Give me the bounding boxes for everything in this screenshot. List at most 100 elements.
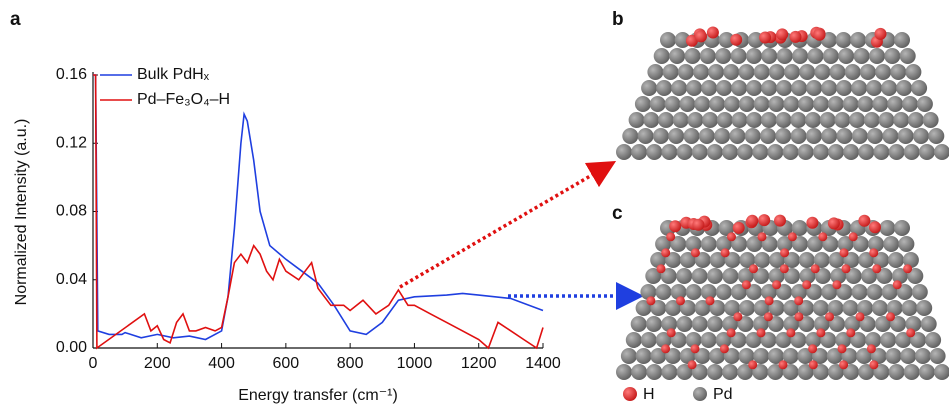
pd-atom [844, 64, 861, 80]
pd-atom [655, 332, 672, 348]
pd-atom [731, 236, 748, 252]
h-atom [669, 220, 682, 233]
pd-atom [722, 316, 739, 332]
h-atom [687, 360, 697, 370]
legend-swatch [623, 387, 637, 401]
h-atom [892, 280, 902, 290]
pd-atom [905, 316, 922, 332]
pd-atom [903, 364, 920, 380]
pd-atom [687, 112, 704, 128]
h-atom [872, 264, 882, 274]
pd-atom [650, 252, 667, 268]
pd-atom [826, 348, 843, 364]
pd-atom [858, 252, 875, 268]
pd-atom [707, 268, 723, 284]
pd-atom [798, 300, 814, 316]
pd-atom [791, 80, 808, 96]
pd-atom [625, 332, 642, 348]
pd-atom [649, 96, 666, 112]
pd-atom [875, 64, 892, 80]
pd-atom [616, 364, 632, 380]
h-atom [846, 328, 856, 338]
pd-atom [652, 128, 669, 144]
pd-atom [807, 48, 824, 64]
pd-atom [746, 48, 762, 64]
pd-atom [929, 348, 946, 364]
pd-atom [814, 64, 831, 80]
pd-atom [782, 364, 799, 380]
x-tick-label: 1200 [461, 355, 497, 372]
h-atom [690, 344, 700, 354]
y-tick-label: 0.16 [56, 66, 87, 83]
legend-label: Bulk PdHₓ [137, 66, 210, 83]
h-atom [746, 214, 759, 227]
x-tick-label: 400 [208, 355, 235, 372]
h-atom [774, 214, 786, 227]
pd-atom [694, 252, 711, 268]
pd-atom [849, 112, 866, 128]
pd-atom [821, 128, 838, 144]
h-atom [832, 280, 842, 290]
pd-atom [700, 332, 717, 348]
pd-atom [661, 144, 678, 160]
pd-atom [622, 128, 639, 144]
pd-atom [641, 80, 658, 96]
h-atom [666, 232, 676, 242]
pd-atom [807, 236, 824, 252]
pd-atom [828, 144, 844, 160]
pd-atom [708, 64, 725, 80]
pd-atom [662, 64, 679, 80]
legend-label: Pd–Fe₃O₄–H [137, 91, 230, 108]
pd-atom [790, 128, 807, 144]
h-atom [695, 30, 707, 43]
pd-atom [851, 80, 868, 96]
pd-atom [783, 316, 800, 332]
pd-atom [821, 284, 838, 300]
pd-atom [870, 348, 887, 364]
h-atom [874, 27, 887, 40]
pd-atom [761, 284, 777, 300]
pd-atom [698, 128, 715, 144]
pd-atom [928, 128, 945, 144]
pd-atom [791, 220, 808, 236]
pd-atom [716, 80, 733, 96]
pd-atom [886, 300, 903, 316]
pd-atom [894, 220, 910, 236]
pd-atom [724, 300, 741, 316]
pd-atom [646, 144, 663, 160]
x-tick-label: 800 [337, 355, 364, 372]
pd-atom [873, 144, 890, 160]
panel-label: b [612, 9, 624, 30]
pd-atom [822, 236, 839, 252]
pd-atom [714, 128, 731, 144]
pd-atom [753, 64, 770, 80]
pd-atom [668, 128, 685, 144]
pd-atom [722, 268, 739, 284]
h-atom [733, 312, 743, 322]
pd-atom [797, 364, 814, 380]
pd-atom [715, 236, 732, 252]
pd-atom [902, 252, 919, 268]
pd-atom [843, 144, 860, 160]
pd-atom [700, 284, 717, 300]
pd-atom [752, 144, 769, 160]
legend-label: Pd [713, 386, 733, 403]
pd-atom [706, 364, 723, 380]
h-atom [787, 232, 797, 242]
pd-atom [845, 268, 862, 284]
pd-atom [834, 112, 851, 128]
h-atom [692, 218, 705, 231]
pd-atom [913, 128, 929, 144]
pd-atom [871, 300, 888, 316]
pd-atom [709, 300, 726, 316]
pd-atom [934, 364, 949, 380]
h-atom [757, 232, 767, 242]
pd-atom [760, 332, 777, 348]
pd-atom [746, 284, 762, 300]
pd-atom [699, 48, 716, 64]
pd-atom [768, 96, 785, 112]
h-atom [749, 264, 758, 274]
pd-atom [635, 300, 652, 316]
pd-atom [918, 364, 935, 380]
pd-atom [882, 128, 899, 144]
